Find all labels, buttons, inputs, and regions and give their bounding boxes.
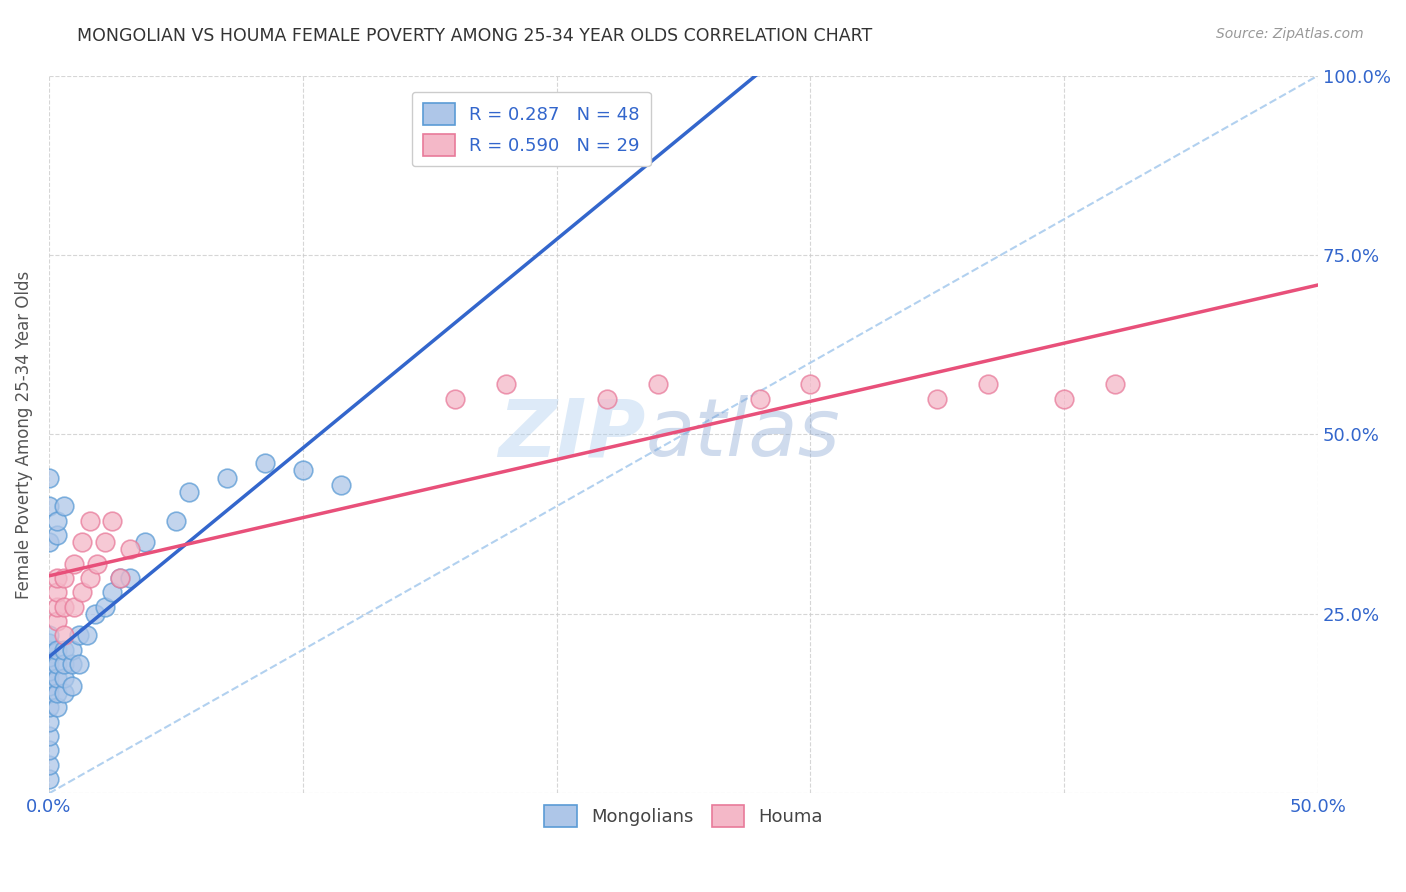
Point [165, 514, 187, 528]
Point [45, 686, 67, 700]
Point [177, 484, 200, 499]
Point [596, 392, 619, 406]
Point [329, 477, 352, 491]
Point [495, 377, 517, 392]
Point [927, 392, 949, 406]
Point [38, 772, 60, 786]
Point [67, 657, 90, 672]
Y-axis label: Female Poverty Among 25-34 Year Olds: Female Poverty Among 25-34 Year Olds [15, 270, 32, 599]
Point [253, 456, 276, 470]
Point [53, 657, 76, 672]
Point [134, 535, 156, 549]
Point [38, 743, 60, 757]
Point [38, 700, 60, 714]
Point [45, 514, 67, 528]
Point [83, 607, 105, 621]
Point [60, 642, 83, 657]
Point [45, 528, 67, 542]
Point [60, 679, 83, 693]
Point [38, 535, 60, 549]
Point [63, 599, 86, 614]
Point [215, 470, 238, 484]
Point [60, 657, 83, 672]
Point [38, 635, 60, 649]
Point [45, 700, 67, 714]
Text: MONGOLIAN VS HOUMA FEMALE POVERTY AMONG 25-34 YEAR OLDS CORRELATION CHART: MONGOLIAN VS HOUMA FEMALE POVERTY AMONG … [77, 27, 873, 45]
Point [53, 642, 76, 657]
Point [70, 585, 93, 599]
Point [94, 599, 117, 614]
Point [45, 571, 67, 585]
Point [799, 377, 821, 392]
Point [977, 377, 1000, 392]
Point [53, 599, 76, 614]
Text: ZIP: ZIP [498, 395, 645, 474]
Point [38, 686, 60, 700]
Point [38, 657, 60, 672]
Point [748, 392, 770, 406]
Point [291, 463, 314, 477]
Point [76, 628, 98, 642]
Point [45, 672, 67, 686]
Point [38, 714, 60, 729]
Point [45, 614, 67, 628]
Text: Source: ZipAtlas.com: Source: ZipAtlas.com [1216, 27, 1364, 41]
Point [108, 571, 131, 585]
Point [38, 757, 60, 772]
Point [86, 557, 108, 571]
Point [101, 585, 124, 599]
Point [53, 500, 76, 514]
Point [79, 514, 101, 528]
Point [45, 599, 67, 614]
Point [45, 642, 67, 657]
Point [444, 392, 467, 406]
Point [38, 665, 60, 679]
Point [45, 657, 67, 672]
Text: atlas: atlas [645, 395, 841, 474]
Point [38, 672, 60, 686]
Legend: Mongolians, Houma: Mongolians, Houma [537, 798, 830, 835]
Point [38, 642, 60, 657]
Point [38, 500, 60, 514]
Point [120, 542, 142, 557]
Point [53, 628, 76, 642]
Point [38, 650, 60, 665]
Point [647, 377, 669, 392]
Point [38, 628, 60, 642]
Point [94, 535, 117, 549]
Point [38, 729, 60, 743]
Point [45, 585, 67, 599]
Point [79, 571, 101, 585]
Point [53, 672, 76, 686]
Point [63, 557, 86, 571]
Point [1053, 392, 1076, 406]
Point [70, 535, 93, 549]
Point [53, 571, 76, 585]
Point [53, 686, 76, 700]
Point [120, 571, 142, 585]
Point [108, 571, 131, 585]
Point [38, 470, 60, 484]
Point [67, 628, 90, 642]
Point [101, 514, 124, 528]
Point [38, 679, 60, 693]
Point [1104, 377, 1126, 392]
